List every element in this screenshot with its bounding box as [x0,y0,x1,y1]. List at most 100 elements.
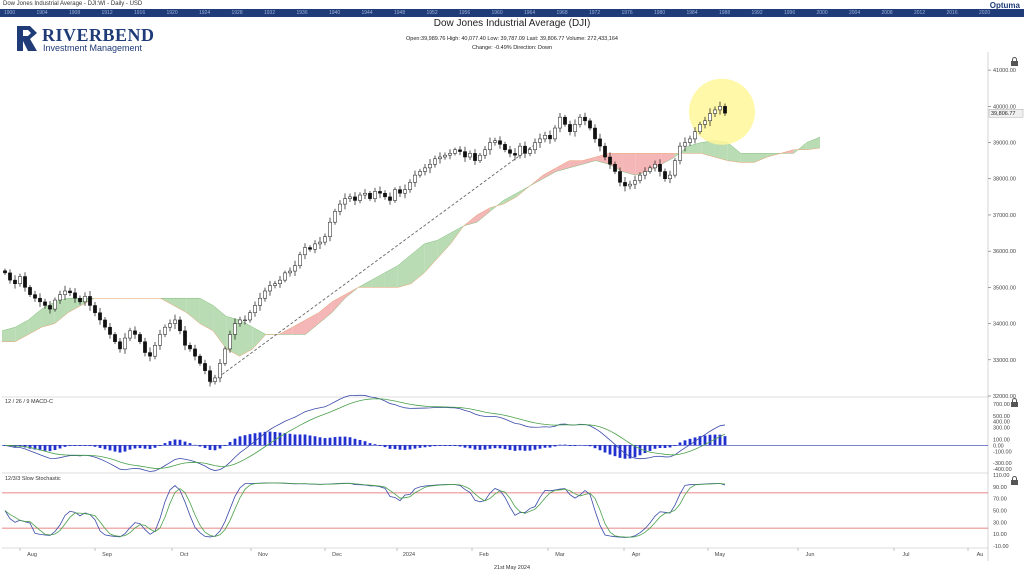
candle-down [113,334,117,342]
macd-histogram-bar [338,436,342,446]
year-strip-label[interactable]: 1908 [69,10,81,16]
stochastic-tick-label: 90.00 [993,485,1007,491]
candle-up [453,149,457,154]
macd-histogram-bar [698,436,702,446]
candle-down [383,192,387,198]
candle-up [63,290,67,295]
candle-down [353,196,357,201]
candle-down [13,279,17,284]
candle-up [248,312,252,321]
candle-up [693,131,697,140]
candle-down [3,270,7,274]
lock-icon[interactable] [1010,476,1019,485]
year-strip-label[interactable]: 1972 [589,10,601,16]
year-strip-label[interactable]: 1936 [296,10,308,16]
cloud-bear-segment [661,153,675,165]
macd-histogram-bar [418,445,422,448]
macd-histogram-bar [133,445,137,449]
cloud-bull-segment [2,327,16,342]
year-strip-label[interactable]: 1920 [166,10,178,16]
macd-histogram-bar [108,445,112,451]
macd-histogram-bar [618,445,622,458]
candle-up [298,254,302,266]
candle-up [713,109,717,114]
year-strip-label[interactable]: 1956 [459,10,471,16]
cloud-bull-segment [384,265,398,288]
year-strip-label[interactable]: 1916 [134,10,146,16]
month-label: Au [977,552,984,558]
cloud-bull-segment [727,142,741,163]
trendline [209,143,536,384]
macd-histogram-bar [228,442,232,446]
candle-down [78,297,82,303]
year-strip-label[interactable]: 1984 [686,10,698,16]
year-strip-label[interactable]: 1944 [361,10,373,16]
macd-histogram-bar [513,445,517,451]
macd-histogram-bar [633,445,637,458]
year-strip-label[interactable]: 1980 [654,10,666,16]
candle-down [623,182,627,187]
year-strip-label[interactable]: 1912 [101,10,113,16]
macd-histogram-bar [688,438,692,446]
macd-histogram-bar [458,445,462,447]
cloud-bull-segment [806,137,820,150]
macd-histogram-bar [123,445,127,452]
candle-down [98,312,102,321]
candle-up [528,149,532,154]
candle-up [173,319,177,324]
year-strip-label[interactable]: 2020 [979,10,991,16]
macd-histogram-bar [613,445,617,457]
candle-down [68,290,72,294]
year-strip-label[interactable]: 2016 [946,10,958,16]
year-strip-label[interactable]: 1948 [394,10,406,16]
candle-down [198,355,202,364]
year-strip-label[interactable]: 2012 [914,10,926,16]
macd-tick-label: 300.00 [993,426,1010,432]
cloud-bull-segment [411,243,425,284]
month-label: May [715,552,726,558]
candle-down [368,192,372,199]
year-strip-label[interactable]: 1992 [751,10,763,16]
cloud-bull-segment [54,298,68,324]
year-strip-label[interactable]: 2004 [849,10,861,16]
lock-icon[interactable] [1010,57,1019,66]
year-strip-label[interactable]: 1988 [719,10,731,16]
lock-icon[interactable] [1010,398,1019,407]
year-strip-label[interactable]: 2008 [881,10,893,16]
cloud-bear-segment [608,153,623,172]
macd-histogram-bar [28,445,32,449]
year-strip-label[interactable]: 1996 [784,10,796,16]
year-strip-label[interactable]: 1900 [4,10,16,16]
macd-histogram-bar [373,444,377,446]
year-strip-label[interactable]: 1932 [264,10,276,16]
macd-histogram-bar [683,440,687,446]
candle-down [658,164,662,172]
month-label: Apr [632,552,641,558]
candle-up [428,164,432,169]
cloud-bear-segment [318,301,332,324]
year-strip-label[interactable]: 2000 [816,10,828,16]
year-strip-label[interactable]: 1940 [329,10,341,16]
logo-subtitle: Investment Management [43,43,143,53]
year-strip-label[interactable]: 1968 [556,10,568,16]
year-strip[interactable]: 1900 1904 1908 1912 1916 1920 1924 1928 1932 1936… [0,9,1024,17]
cloud-bear-segment [292,319,306,335]
candle-up [488,142,492,151]
candle-down [28,287,32,295]
year-strip-label[interactable]: 1976 [621,10,633,16]
year-strip-label[interactable]: 1952 [426,10,438,16]
macd-histogram-bar [253,433,257,446]
macd-histogram-bar [318,437,322,446]
year-strip-label[interactable]: 1904 [36,10,48,16]
price-tick-label: 41000.00 [993,68,1016,74]
month-label: Nov [258,552,268,558]
macd-histogram-bar [368,443,372,446]
macd-tick-label: 700.00 [993,402,1010,408]
candle-down [723,106,727,114]
year-strip-label[interactable]: 1960 [491,10,503,16]
year-strip-label[interactable]: 1928 [231,10,243,16]
year-strip-label[interactable]: 1964 [524,10,536,16]
year-strip-label[interactable]: 1924 [199,10,211,16]
macd-histogram-bar [308,435,312,446]
